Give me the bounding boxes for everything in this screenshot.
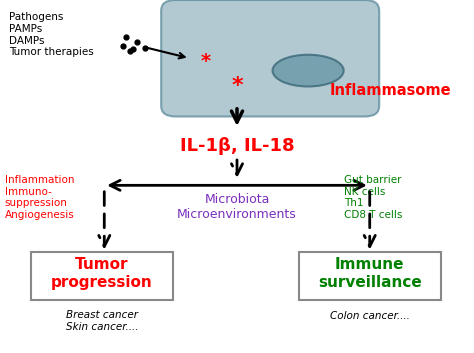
FancyBboxPatch shape	[31, 252, 173, 300]
Text: Inflammasome: Inflammasome	[329, 83, 451, 97]
FancyBboxPatch shape	[161, 0, 379, 116]
Text: *: *	[231, 77, 243, 96]
Text: Inflammation
Immuno-
suppression
Angiogenesis: Inflammation Immuno- suppression Angioge…	[5, 175, 74, 220]
Text: Gut barrier
NK cells
Th1
CD8 T cells: Gut barrier NK cells Th1 CD8 T cells	[344, 175, 402, 220]
Text: Immune
surveillance: Immune surveillance	[318, 257, 421, 290]
Ellipse shape	[273, 55, 344, 86]
Text: IL-1β, IL-18: IL-1β, IL-18	[180, 138, 294, 155]
FancyBboxPatch shape	[299, 252, 441, 300]
Text: Pathogens
PAMPs
DAMPs
Tumor therapies: Pathogens PAMPs DAMPs Tumor therapies	[9, 12, 94, 57]
Text: *: *	[201, 52, 211, 71]
Text: Tumor
progression: Tumor progression	[51, 257, 153, 290]
Text: Microbiota
Microenvironments: Microbiota Microenvironments	[177, 192, 297, 221]
Text: Breast cancer
Skin cancer....: Breast cancer Skin cancer....	[66, 310, 138, 332]
Text: Colon cancer....: Colon cancer....	[330, 311, 410, 321]
